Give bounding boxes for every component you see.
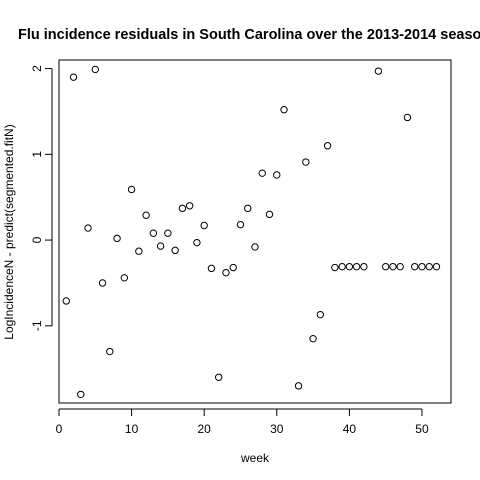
data-point: [236, 220, 245, 229]
data-point: [207, 264, 216, 273]
data-point: [156, 242, 165, 250]
y-tick-label: 2: [30, 65, 44, 72]
data-point: [258, 169, 266, 177]
data-point: [84, 224, 92, 232]
data-point: [302, 158, 310, 166]
data-point: [280, 106, 288, 114]
data-point: [360, 262, 368, 271]
x-tick-label: 40: [343, 422, 357, 436]
data-point: [193, 238, 201, 247]
data-point: [338, 262, 346, 271]
x-axis: 0 10 20 30 40 50: [56, 408, 429, 436]
data-point: [200, 221, 208, 230]
data-point: [331, 263, 339, 272]
data-point: [185, 202, 194, 210]
data-point: [345, 262, 354, 271]
data-point: [142, 211, 150, 219]
data-point: [77, 390, 85, 399]
y-tick-label: 0: [30, 236, 44, 243]
data-point: [171, 246, 179, 255]
data-point: [149, 229, 158, 237]
data-point: [273, 171, 281, 179]
x-tick-label: 30: [270, 422, 284, 436]
data-point: [120, 274, 129, 282]
data-point: [432, 262, 441, 271]
x-tick-label: 10: [125, 422, 139, 436]
data-point: [418, 262, 426, 271]
x-tick-label: 0: [56, 422, 63, 436]
data-point: [389, 262, 397, 271]
y-axis: -1 0 1 2: [30, 65, 53, 331]
data-point: [374, 67, 383, 75]
data-point: [411, 262, 419, 271]
data-point: [309, 334, 317, 343]
data-points: [62, 65, 441, 399]
data-point: [91, 65, 99, 74]
y-tick-label: -1: [30, 320, 44, 331]
y-tick-label: 1: [30, 151, 44, 158]
data-point: [127, 185, 136, 194]
data-point: [323, 142, 332, 150]
data-point: [265, 210, 274, 219]
data-point: [294, 382, 303, 390]
data-point: [352, 262, 361, 271]
data-point: [244, 204, 252, 213]
data-point: [316, 310, 325, 319]
data-point: [396, 262, 404, 271]
data-point: [98, 279, 107, 287]
x-tick-label: 50: [415, 422, 429, 436]
data-point: [222, 268, 230, 277]
data-point: [135, 247, 143, 255]
data-point: [113, 234, 121, 243]
data-point: [425, 262, 433, 271]
x-axis-label: week: [240, 451, 270, 465]
data-point: [251, 243, 259, 251]
data-point: [229, 263, 237, 272]
data-point: [403, 113, 412, 122]
data-point: [106, 347, 114, 356]
y-axis-label: LogIncidenceN - predict(segmented.fitN): [2, 124, 16, 339]
chart-title: Flu incidence residuals in South Carolin…: [18, 27, 480, 43]
data-point: [178, 204, 187, 213]
plot-frame: [58, 59, 452, 404]
data-point: [62, 297, 70, 305]
data-point: [215, 373, 223, 381]
x-tick-label: 20: [198, 422, 212, 436]
data-point: [164, 229, 172, 237]
data-point: [69, 73, 78, 81]
data-point: [381, 262, 390, 271]
